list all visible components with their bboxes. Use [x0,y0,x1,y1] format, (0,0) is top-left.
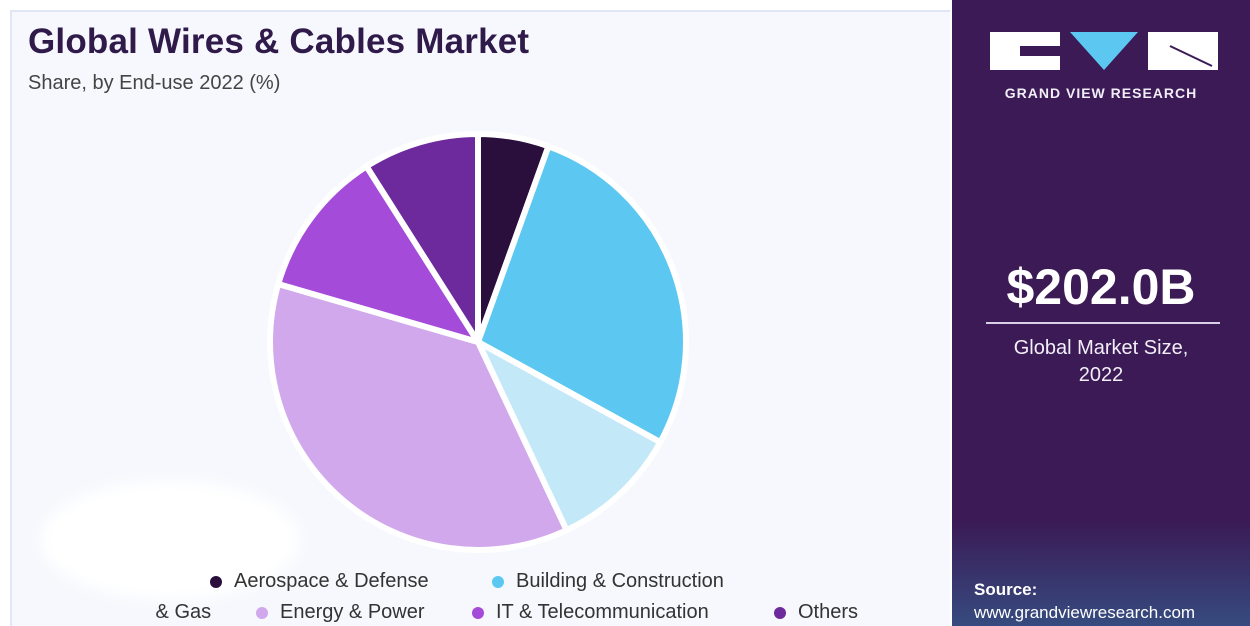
legend-label: Aerospace & Defense [234,570,429,592]
market-size-value: $202.0B [1006,259,1196,315]
brand-name: GRAND VIEW RESEARCH [1004,85,1198,101]
caption-line-1: Global Market Size, [1013,337,1189,359]
legend-label: IT & Telecommunication [496,601,709,623]
obscured-area [40,480,300,600]
legend-swatch [472,606,484,619]
legend-swatch [492,575,504,588]
legend-item-others: Others [774,601,858,624]
legend-label: Energy & Power [280,601,425,623]
pie-slice-energy-power [267,280,570,553]
source-label: Source: [974,580,1038,599]
decorative-grid [952,520,1250,626]
chart-subtitle: Share, by End-use 2022 (%) [28,72,281,94]
pie-slice-oil-gas [475,339,664,534]
legend-label: & Gas [150,601,212,623]
legend-swatch [210,575,222,588]
divider [986,322,1220,324]
caption-line-2: 2022 [1078,364,1124,386]
pie-slice-others [363,131,481,345]
sidebar: GRAND VIEW RESEARCH $202.0B Global Marke… [952,0,1250,626]
legend-item-building: Building & Construction [492,570,724,593]
chart-title: Global Wires & Cables Market [28,22,530,61]
legend-swatch [256,606,268,619]
legend-swatch [774,606,786,619]
legend-label: Building & Construction [516,570,724,592]
legend-item-it: IT & Telecommunication [472,601,709,624]
grand-view-research-logo [990,32,1218,70]
legend-item-oil-gas: & Gas [150,601,212,624]
legend-item-energy: Energy & Power [256,601,425,624]
pie-slice-it-telecommunication [275,163,481,345]
legend-label: Others [798,601,859,623]
legend-item-aerospace: Aerospace & Defense [210,570,429,593]
pie-chart [267,131,686,553]
market-size-caption: Global Market Size, 2022 [952,335,1250,389]
source-link[interactable]: www.grandviewresearch.com [974,603,1196,622]
